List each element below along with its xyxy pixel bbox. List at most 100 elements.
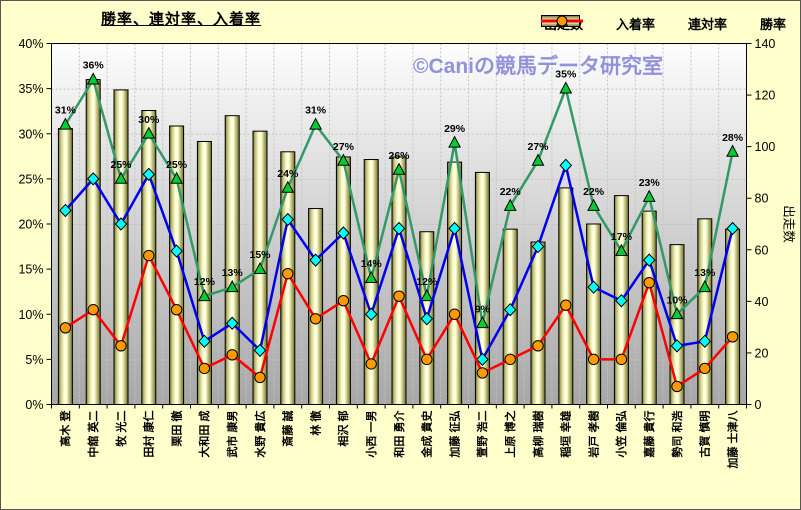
x-category-label: 大和田 成 — [197, 411, 211, 458]
circle-marker — [587, 353, 600, 366]
x-category-label: 林 徹 — [308, 410, 322, 436]
bar — [586, 223, 602, 405]
data-label: 27% — [527, 141, 549, 153]
x-category-label: 上原 博之 — [503, 411, 517, 458]
series-circle-line — [59, 249, 739, 393]
y-left-tick-label: 15% — [18, 263, 43, 277]
x-category-label: 萱野 浩二 — [475, 411, 489, 458]
circle-marker — [448, 308, 461, 320]
y-right-tick-label: 140 — [755, 37, 776, 51]
y-left-tick-label: 0% — [25, 398, 43, 412]
triangle-marker — [698, 279, 712, 293]
circle-marker — [726, 331, 739, 343]
data-label: 12% — [194, 276, 216, 288]
series-triangle-line — [58, 72, 740, 329]
circle-marker — [198, 362, 211, 375]
triangle-marker — [559, 81, 573, 94]
y-right-tick-label: 100 — [755, 140, 776, 154]
diamond-marker — [142, 167, 156, 182]
y-left-tick-label: 20% — [18, 218, 43, 232]
data-label: 10% — [666, 294, 688, 306]
diamond-marker — [698, 334, 712, 349]
bar — [697, 218, 713, 405]
data-label: 9% — [475, 303, 491, 315]
data-label: 17% — [611, 231, 633, 243]
diamond-marker — [559, 158, 573, 173]
data-label: 29% — [444, 123, 466, 135]
data-label: 23% — [639, 177, 661, 189]
diamond-marker — [337, 226, 350, 240]
diamond-marker — [392, 221, 406, 236]
triangle-marker — [253, 261, 267, 275]
data-label: 22% — [583, 186, 605, 198]
x-category-label: 高木 登 — [58, 410, 72, 447]
legend-label-place-rate: 入着率 — [615, 17, 655, 32]
diamond-marker — [503, 303, 517, 317]
y-right-tick-label: 80 — [755, 192, 769, 206]
diamond-marker — [225, 316, 239, 331]
circle-marker — [615, 353, 628, 366]
triangle-marker — [587, 198, 601, 211]
triangle-marker — [531, 153, 545, 166]
axis-labels: 0% 5% 10% 15% 20% 25% 30% 35% 40% 0 20 40 60 80 100 120… — [18, 37, 796, 412]
diamond-marker — [364, 307, 378, 321]
bar — [57, 128, 73, 405]
legend-label-win-rate: 勝率 — [759, 17, 786, 32]
bar — [641, 210, 657, 405]
series-diamond-line — [59, 158, 739, 367]
x-category-label: 岩戸 孝樹 — [586, 411, 600, 459]
diamond-marker — [476, 352, 489, 367]
triangle-marker — [281, 180, 295, 193]
triangle-marker — [420, 288, 434, 302]
x-category-label: 栗田 徹 — [169, 410, 183, 447]
triangle-marker — [197, 288, 211, 302]
data-label: 25% — [166, 159, 188, 171]
triangle-marker — [670, 306, 684, 320]
data-label: 26% — [388, 150, 410, 162]
diamond-marker — [309, 253, 322, 267]
data-label: 36% — [83, 60, 105, 72]
chart-title: 勝率、連対率、入着率 — [101, 11, 262, 28]
data-label: 15% — [249, 249, 271, 261]
bar — [85, 79, 101, 405]
circle-marker — [365, 358, 377, 370]
circle-marker — [671, 380, 683, 393]
triangle-marker — [170, 171, 184, 184]
circle-marker — [504, 353, 516, 366]
circle-marker — [143, 249, 155, 262]
y-right-tick-label: 20 — [755, 346, 769, 360]
x-category-label: 小笠 倫弘 — [614, 411, 628, 459]
y-left-tick-label: 40% — [18, 37, 43, 51]
legend-item-win-rate: 勝率 — [540, 14, 786, 33]
circle-marker — [421, 353, 433, 366]
triangle-marker — [448, 135, 462, 148]
x-category-label: 稲垣 幸雄 — [559, 411, 573, 458]
diamond-marker — [448, 221, 461, 236]
circle-marker — [59, 322, 72, 334]
x-category-label: 相沢 郁 — [336, 411, 350, 447]
triangle-marker — [86, 72, 100, 85]
data-label: 13% — [222, 267, 244, 279]
x-category-label: 古賀 慎明 — [698, 411, 712, 458]
circle-marker — [699, 362, 711, 375]
diamond-marker — [615, 293, 628, 308]
y-left-tick-label: 10% — [18, 308, 43, 322]
data-labels: 31% 36% 25% 30% 25% 12% 13% 15% 24% 31% 27% 14% 26% 1… — [55, 60, 744, 316]
bar — [558, 187, 574, 405]
triangle-marker — [642, 189, 656, 202]
bar — [224, 115, 240, 405]
triangle-marker — [364, 270, 378, 284]
right-axis-title: 出走数 — [782, 205, 797, 243]
diamond-marker — [420, 312, 434, 326]
circle-marker — [170, 304, 183, 316]
legend-label-quinella-rate: 連対率 — [687, 17, 727, 32]
chart-legend: 出走数 入着率 連対率 勝率 — [540, 14, 786, 33]
diamond-marker — [114, 217, 128, 231]
x-category-label: 金成 貴史 — [420, 410, 434, 459]
circle-marker — [532, 340, 544, 352]
x-category-label: 勢司 和浩 — [670, 411, 684, 458]
y-left-tick-label: 5% — [25, 353, 43, 367]
circle-marker — [309, 313, 322, 325]
bar — [308, 208, 324, 405]
circle-marker — [254, 371, 266, 384]
